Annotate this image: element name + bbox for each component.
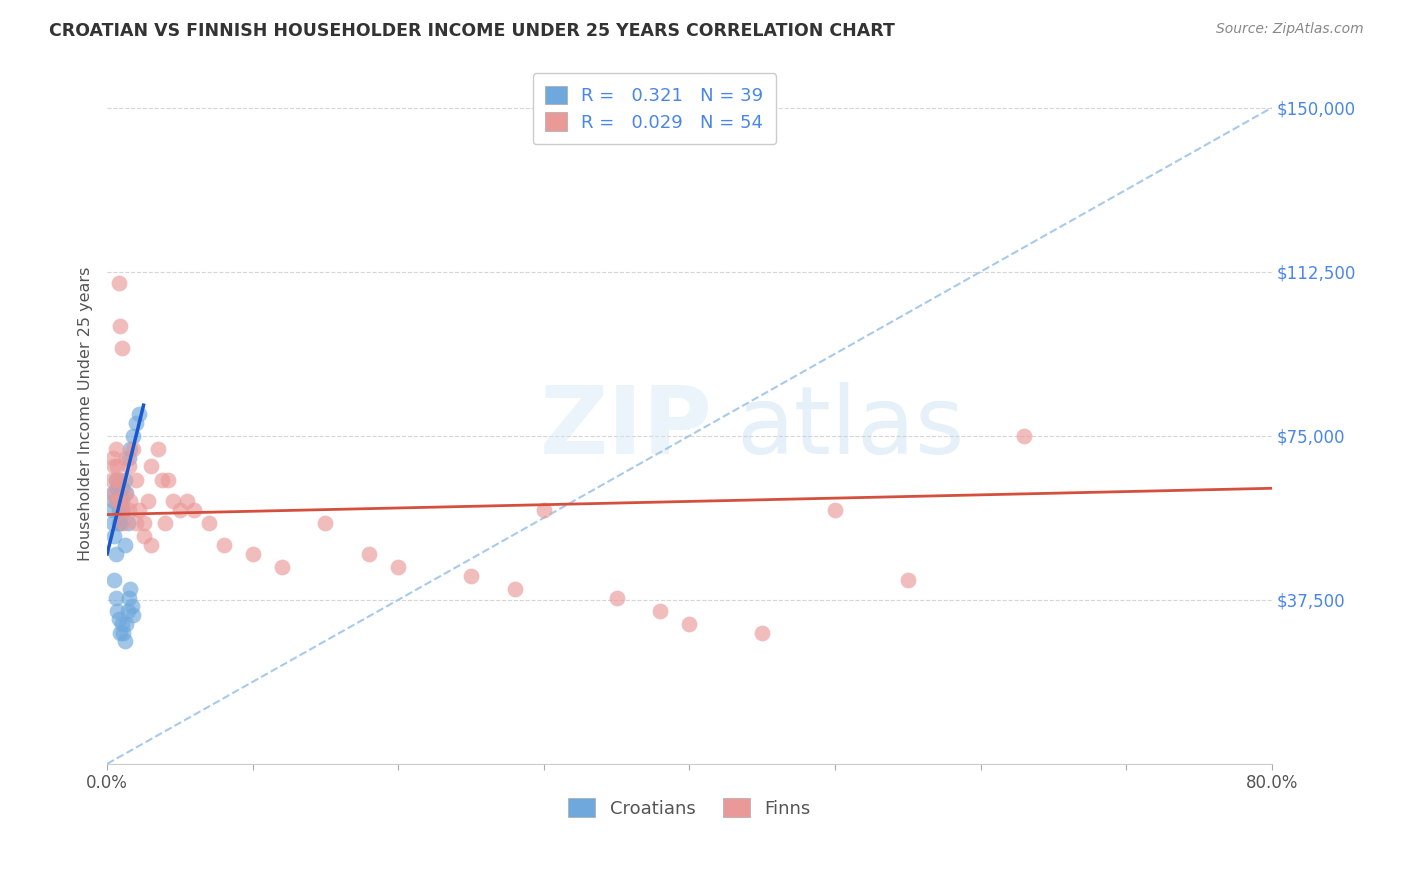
Point <box>103 494 125 508</box>
Point <box>125 416 148 430</box>
Point <box>122 429 145 443</box>
Point <box>169 503 191 517</box>
Point <box>125 516 148 531</box>
Point <box>104 547 127 561</box>
Point <box>824 503 846 517</box>
Point <box>132 529 155 543</box>
Text: atlas: atlas <box>735 382 965 474</box>
Point <box>100 473 122 487</box>
Point <box>107 613 129 627</box>
Text: ZIP: ZIP <box>540 382 713 474</box>
Point <box>183 503 205 517</box>
Point <box>114 485 136 500</box>
Point <box>107 516 129 531</box>
Point <box>678 616 700 631</box>
Point <box>103 485 125 500</box>
Point <box>114 538 136 552</box>
Point <box>118 591 141 605</box>
Point <box>128 407 150 421</box>
Point <box>146 442 169 456</box>
Point <box>1012 429 1035 443</box>
Point <box>101 485 124 500</box>
Point <box>120 582 142 596</box>
Point <box>100 503 122 517</box>
Point <box>176 494 198 508</box>
Point <box>122 608 145 623</box>
Point <box>136 494 159 508</box>
Point <box>110 319 132 334</box>
Legend: Croatians, Finns: Croatians, Finns <box>561 791 818 825</box>
Point <box>387 560 409 574</box>
Point <box>110 516 132 531</box>
Point <box>105 459 128 474</box>
Point <box>110 494 132 508</box>
Point <box>606 591 628 605</box>
Point <box>157 473 180 487</box>
Point <box>460 568 482 582</box>
Point <box>139 459 162 474</box>
Point <box>118 459 141 474</box>
Point <box>359 547 381 561</box>
Point <box>111 503 134 517</box>
Point <box>105 494 128 508</box>
Point <box>533 503 555 517</box>
Point <box>139 538 162 552</box>
Point <box>107 494 129 508</box>
Point <box>105 481 128 495</box>
Point <box>107 503 129 517</box>
Point <box>111 342 134 356</box>
Point <box>107 276 129 290</box>
Point <box>111 494 134 508</box>
Point <box>101 516 124 531</box>
Point <box>112 516 135 531</box>
Point <box>101 450 124 465</box>
Point <box>118 450 141 465</box>
Point <box>650 604 672 618</box>
Point <box>105 473 128 487</box>
Point <box>120 494 142 508</box>
Text: Source: ZipAtlas.com: Source: ZipAtlas.com <box>1216 22 1364 37</box>
Y-axis label: Householder Income Under 25 years: Householder Income Under 25 years <box>79 267 93 561</box>
Point <box>315 516 337 531</box>
Point <box>110 473 132 487</box>
Point <box>103 573 125 587</box>
Point <box>112 625 135 640</box>
Point <box>503 582 526 596</box>
Point <box>897 573 920 587</box>
Point <box>117 516 139 531</box>
Point <box>162 494 184 508</box>
Point <box>118 503 141 517</box>
Point <box>115 616 138 631</box>
Point <box>155 516 177 531</box>
Point <box>122 442 145 456</box>
Point <box>110 625 132 640</box>
Point <box>103 529 125 543</box>
Point <box>121 599 143 614</box>
Point <box>751 625 773 640</box>
Point <box>104 494 127 508</box>
Text: CROATIAN VS FINNISH HOUSEHOLDER INCOME UNDER 25 YEARS CORRELATION CHART: CROATIAN VS FINNISH HOUSEHOLDER INCOME U… <box>49 22 896 40</box>
Point <box>114 473 136 487</box>
Point <box>212 538 235 552</box>
Point <box>198 516 221 531</box>
Point <box>242 547 264 561</box>
Point <box>132 516 155 531</box>
Point <box>152 473 174 487</box>
Point <box>103 459 125 474</box>
Point <box>111 616 134 631</box>
Point <box>125 473 148 487</box>
Point <box>114 634 136 648</box>
Point <box>115 485 138 500</box>
Point <box>120 442 142 456</box>
Point <box>117 604 139 618</box>
Point <box>111 481 134 495</box>
Point <box>104 591 127 605</box>
Point <box>104 473 127 487</box>
Point <box>104 442 127 456</box>
Point <box>105 604 128 618</box>
Point <box>112 503 135 517</box>
Point <box>128 503 150 517</box>
Point <box>115 450 138 465</box>
Point <box>270 560 292 574</box>
